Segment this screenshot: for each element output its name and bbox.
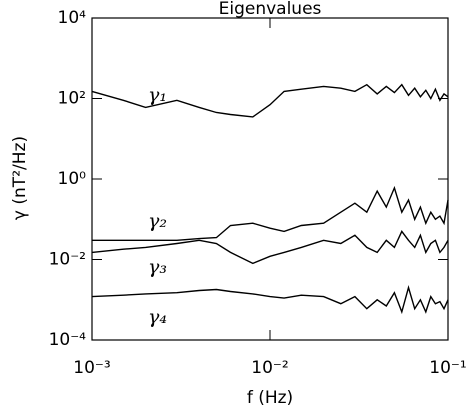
series-line <box>91 285 449 315</box>
series-line <box>91 83 449 118</box>
series-label: γ₃ <box>148 256 167 278</box>
series-label: γ₄ <box>148 306 167 328</box>
y-axis-label: γ (nT²/Hz) <box>10 136 30 220</box>
series-line <box>91 230 449 265</box>
y-tick-label: 10⁴ <box>58 8 87 28</box>
series-label: γ₂ <box>148 210 167 232</box>
y-tick-label: 10² <box>58 89 86 109</box>
series-label: γ₁ <box>148 84 167 106</box>
series-line <box>92 185 449 241</box>
y-tick-label: 10⁻⁴ <box>49 330 87 350</box>
x-tick-label: 10⁻³ <box>73 358 110 378</box>
chart-title: Eigenvalues <box>219 0 322 19</box>
x-axis-label: f (Hz) <box>247 388 293 408</box>
y-tick-label: 10⁰ <box>58 169 87 189</box>
x-tick-label: 10⁻¹ <box>429 358 466 378</box>
x-tick-label: 10⁻² <box>251 358 288 378</box>
y-tick-label: 10⁻² <box>49 250 86 270</box>
